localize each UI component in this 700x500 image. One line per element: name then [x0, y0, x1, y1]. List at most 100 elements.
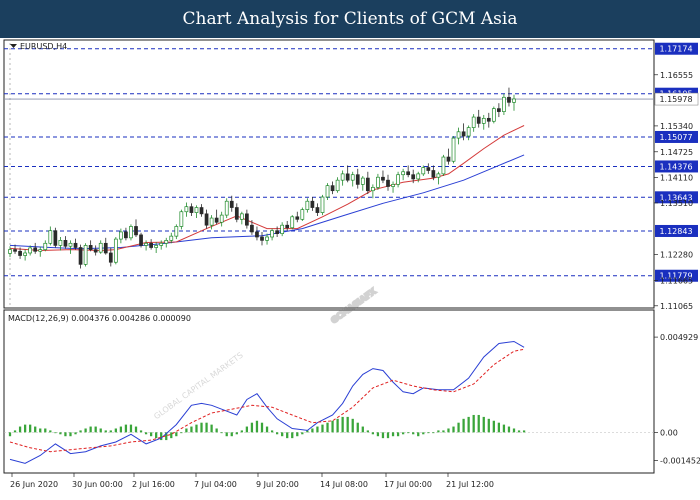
histogram-bar — [487, 418, 490, 433]
candle-body — [119, 231, 123, 240]
candle-body — [295, 216, 300, 220]
candle-body — [113, 238, 118, 263]
candle-body — [285, 224, 290, 229]
candle-body — [290, 216, 295, 229]
histogram-bar — [452, 426, 455, 433]
histogram-bar — [54, 432, 57, 434]
candle-body — [497, 108, 501, 112]
candle-body — [310, 200, 315, 208]
candle-body — [396, 174, 400, 185]
histogram-bar — [376, 432, 380, 437]
candle-body — [365, 177, 370, 192]
time-tick-label: 14 Jul 08:00 — [320, 480, 368, 489]
current-price-tag — [654, 92, 699, 106]
time-tick-label: 7 Jul 04:00 — [194, 480, 237, 489]
histogram-bar — [311, 428, 314, 433]
histogram-bar — [346, 416, 349, 433]
candle-body — [219, 214, 224, 223]
histogram-bar — [497, 422, 501, 433]
histogram-bar — [462, 418, 465, 433]
candle-body — [355, 174, 360, 185]
histogram-bar — [447, 428, 450, 433]
time-tick-label: 17 Jul 00:00 — [384, 480, 432, 489]
candle-body — [466, 127, 471, 137]
candle-body — [103, 242, 108, 254]
candle-body — [124, 231, 128, 239]
candle-body — [159, 242, 164, 246]
histogram-bar — [139, 430, 143, 433]
candle-body — [53, 230, 58, 246]
candle-body — [144, 242, 148, 246]
histogram-bar — [326, 422, 329, 433]
candle-body — [229, 200, 234, 208]
time-tick-label: 30 Jun 00:00 — [72, 480, 123, 489]
time-tick-label: 26 Jun 2020 — [10, 480, 58, 489]
histogram-bar — [260, 422, 264, 433]
candle-body — [23, 252, 27, 256]
candle-body — [239, 213, 244, 220]
candle-body — [98, 242, 103, 253]
level-label: 1.13643 — [659, 193, 692, 202]
histogram-bar — [210, 424, 213, 433]
candle-body — [260, 236, 264, 241]
histogram-bar — [427, 432, 430, 434]
candle-body — [446, 156, 451, 162]
candle-body — [169, 235, 174, 241]
histogram-bar — [361, 426, 364, 433]
candle-body — [209, 217, 214, 226]
histogram-bar — [422, 432, 425, 435]
candle-body — [451, 137, 456, 162]
candle-body — [471, 116, 476, 128]
histogram-bar — [275, 432, 279, 435]
candle-body — [13, 249, 17, 252]
histogram-bar — [235, 432, 238, 435]
candle-body — [416, 173, 421, 180]
symbol-label-group: EURUSD,H4 — [10, 42, 67, 51]
price-tick-label: 1.11665 — [660, 277, 693, 286]
macd-panel — [3, 309, 655, 474]
price-tick-label: 1.12280 — [660, 251, 693, 260]
macd-tick-label: 0.00 — [660, 428, 678, 437]
candle-body — [234, 207, 239, 220]
candle-body — [189, 206, 194, 213]
histogram-bar — [74, 432, 77, 435]
candle-body — [491, 108, 496, 122]
candle-body — [78, 247, 83, 265]
histogram-bar — [134, 426, 138, 433]
candle-body — [340, 173, 345, 181]
macd-indicator-label: MACD(12,26,9) 0.004376 0.004286 0.000090 — [8, 314, 191, 323]
histogram-bar — [149, 432, 153, 437]
candle-body — [436, 173, 441, 178]
histogram-bar — [301, 432, 304, 435]
candle-body — [204, 213, 209, 226]
candle-body — [371, 186, 375, 192]
histogram-bar — [69, 432, 72, 437]
histogram-bar — [84, 428, 87, 433]
histogram-bar — [155, 432, 158, 439]
histogram-bar — [195, 424, 198, 433]
chart-area: GCMASIAFX GLOBAL CAPITAL MARKETS 1.17174… — [3, 39, 700, 489]
price-panel — [3, 39, 655, 309]
histogram-bar — [250, 422, 254, 433]
macd-line — [9, 340, 525, 464]
candle-body — [38, 249, 43, 252]
histogram-bar — [144, 432, 148, 435]
candle-body — [426, 167, 431, 171]
candle-body — [108, 252, 113, 263]
candle-body — [179, 211, 184, 227]
level-tag — [655, 130, 698, 143]
histogram-bar — [170, 432, 173, 439]
price-tick-label: 1.11065 — [660, 302, 693, 311]
histogram-bar — [240, 430, 243, 433]
histogram-bar — [18, 426, 22, 433]
candle-body — [93, 249, 98, 253]
histogram-bar — [432, 432, 435, 434]
macd-tick-label: -0.001452 — [660, 456, 700, 465]
histogram-bar — [180, 432, 183, 434]
candle-body — [486, 117, 491, 122]
histogram-bar — [316, 426, 319, 433]
histogram-bar — [286, 432, 289, 439]
histogram-bar — [34, 426, 37, 433]
histogram-bar — [321, 424, 324, 433]
current-price-label: 1.15978 — [659, 95, 692, 104]
